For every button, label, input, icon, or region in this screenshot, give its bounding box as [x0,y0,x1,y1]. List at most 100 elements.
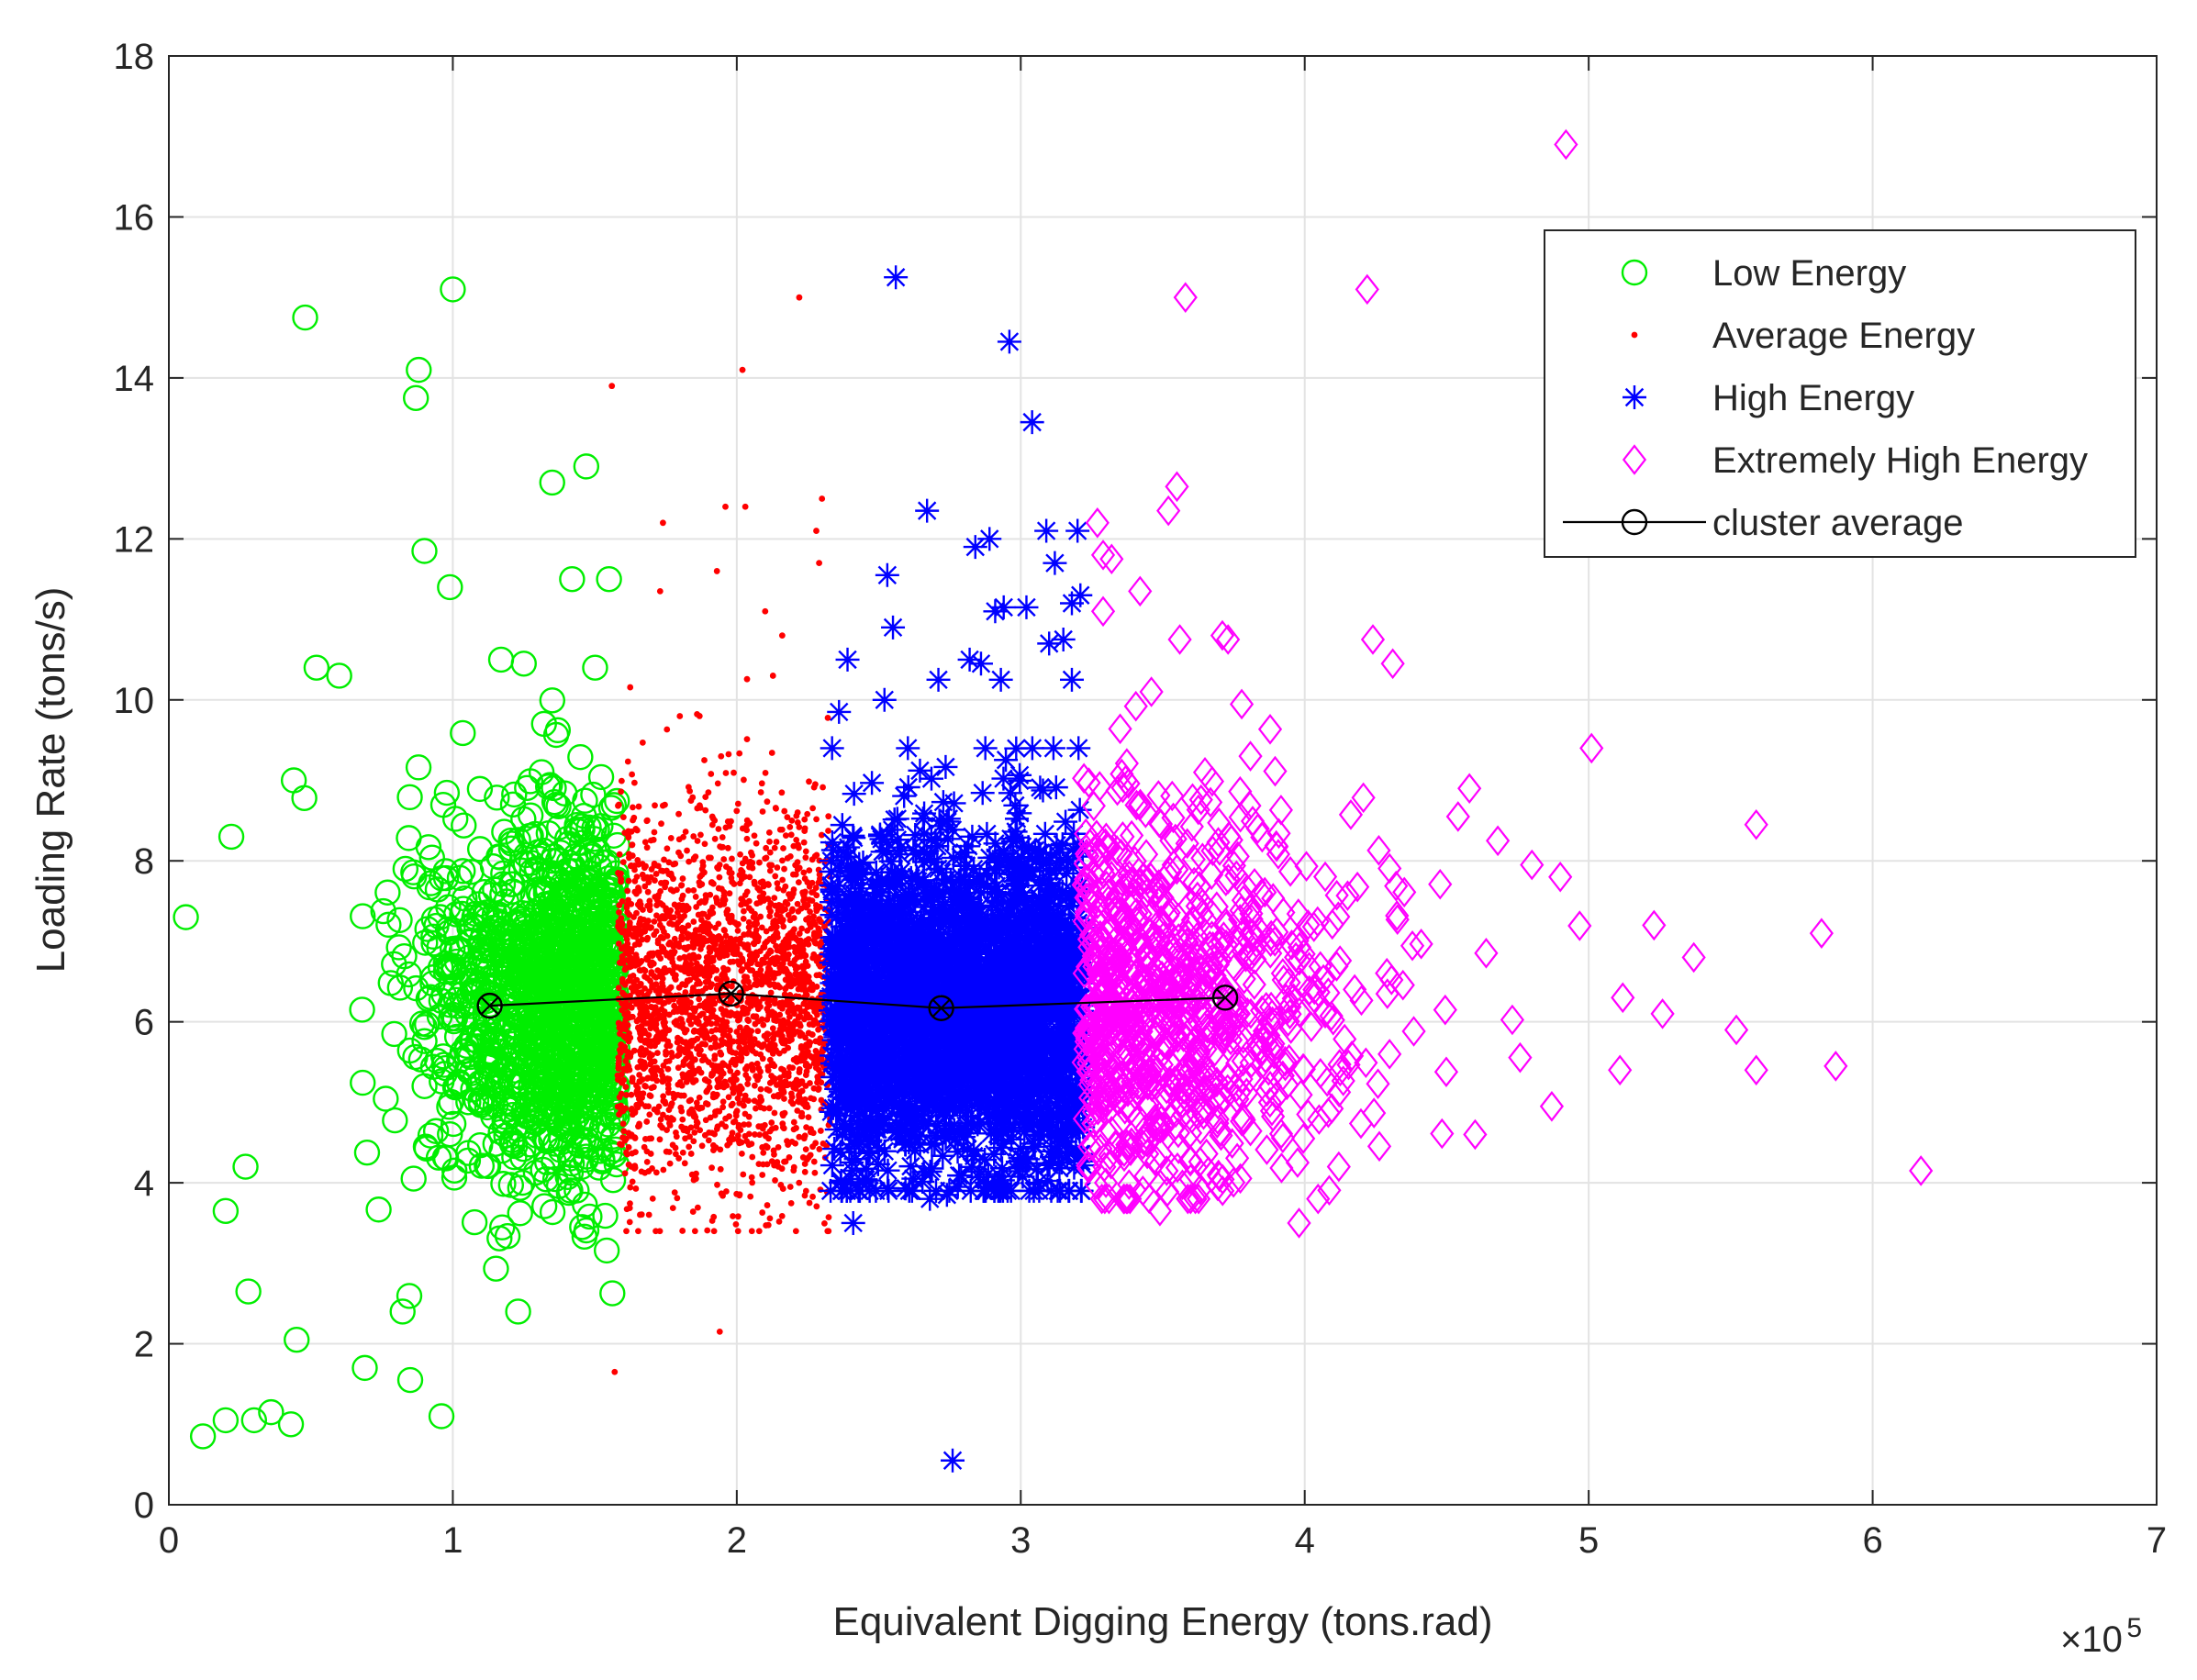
average-energy-point [760,808,766,815]
average-energy-point [676,955,683,962]
average-energy-point [757,914,764,920]
average-energy-point [708,1005,714,1011]
average-energy-point [657,1136,664,1142]
average-energy-point [761,943,767,950]
average-energy-point [652,877,658,884]
average-energy-point [730,1080,737,1086]
average-energy-point [736,751,742,757]
average-energy-point [726,1011,732,1018]
average-energy-point [690,939,697,945]
average-energy-point [735,1018,742,1024]
average-energy-point [791,1057,797,1063]
average-energy-point [770,673,776,679]
average-energy-point [664,1149,670,1155]
average-energy-point [782,985,788,992]
average-energy-point [746,1141,753,1148]
average-energy-point [754,1077,761,1084]
average-energy-point [781,808,787,815]
average-energy-point [616,802,622,808]
average-energy-point [735,928,742,934]
average-energy-point [733,1029,740,1035]
average-energy-point [744,736,751,742]
average-energy-point [730,1059,737,1065]
average-energy-point [802,1001,809,1007]
average-energy-point [667,1042,674,1049]
average-energy-point [754,1028,761,1034]
average-energy-point [654,1050,661,1056]
average-energy-point [690,918,697,925]
average-energy-point [608,383,615,389]
average-energy-point [686,906,692,912]
average-energy-point [621,829,628,836]
average-energy-point [696,996,702,1003]
average-energy-point [773,1047,779,1053]
average-energy-point [696,971,702,977]
average-energy-point [630,973,637,979]
average-energy-point [726,1034,732,1040]
average-energy-point [645,955,652,962]
average-energy-point [626,1063,632,1070]
average-energy-point [657,588,664,595]
average-energy-point [749,1228,755,1234]
average-energy-point [662,884,668,890]
average-energy-point [675,909,681,916]
average-energy-point [634,1088,641,1095]
average-energy-point [631,867,638,873]
average-energy-point [734,1010,741,1017]
average-energy-point [644,844,651,851]
average-energy-point [623,1092,630,1098]
average-energy-point [753,920,760,927]
average-energy-point [779,827,786,833]
average-energy-point [702,794,708,800]
high-energy-point [1066,736,1090,760]
average-energy-point [813,1048,820,1054]
average-energy-point [678,883,685,889]
average-energy-point [636,983,642,989]
average-energy-point [806,1154,812,1161]
average-energy-point [714,983,720,989]
average-energy-point [678,1017,685,1023]
average-energy-point [771,918,777,925]
average-energy-point [768,990,775,996]
average-energy-point [686,1133,693,1140]
average-energy-point [783,832,789,839]
average-energy-point [755,1065,762,1072]
average-energy-point [807,908,813,915]
average-energy-point [752,1083,758,1089]
average-energy-point [815,1060,821,1066]
average-energy-point [688,1151,695,1157]
average-energy-point [662,802,668,808]
average-energy-point [633,910,640,917]
average-energy-point [786,1038,793,1044]
average-energy-point [690,1109,697,1116]
average-energy-point [697,1051,703,1057]
high-energy-point [892,784,916,808]
average-energy-point [806,1042,812,1049]
average-energy-point [809,1143,816,1150]
average-energy-point [787,1184,794,1190]
average-energy-point [629,1005,635,1011]
average-energy-point [771,1152,777,1158]
average-energy-point [720,1071,727,1077]
average-energy-point [741,908,747,915]
average-energy-point [799,1113,806,1119]
average-energy-point [646,1212,652,1218]
average-energy-point [813,1203,820,1209]
average-energy-point [679,1083,686,1089]
average-energy-point [787,917,794,923]
average-energy-point [631,1165,638,1172]
average-energy-point [778,1085,785,1092]
average-energy-point [708,1164,715,1171]
average-energy-point [697,1127,703,1133]
average-energy-point [711,1228,718,1234]
average-energy-point [764,1202,771,1208]
average-energy-point [666,1058,673,1064]
average-energy-point [779,877,786,884]
average-energy-point [651,837,657,843]
average-energy-point [791,926,797,932]
average-energy-point [680,875,686,882]
average-energy-point [803,1124,809,1130]
average-energy-point [749,1180,755,1186]
average-energy-point [644,935,651,941]
